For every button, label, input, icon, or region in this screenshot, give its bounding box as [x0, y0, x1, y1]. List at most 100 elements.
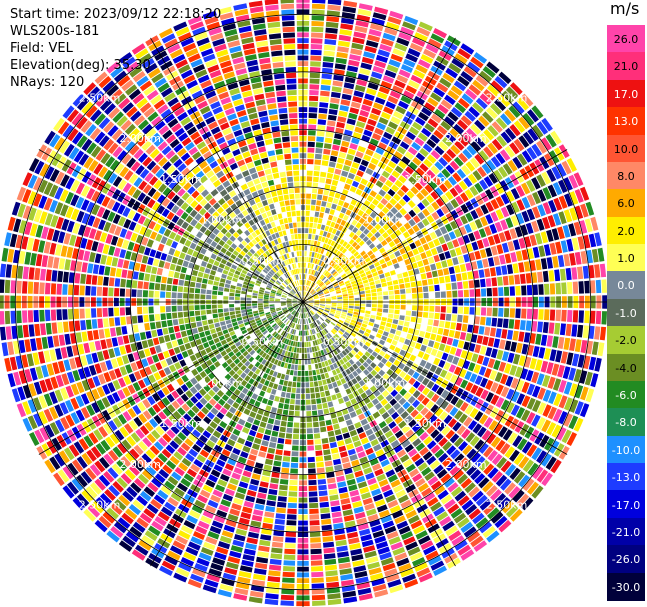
ppi-gate [287, 305, 293, 309]
ppi-gate [378, 385, 386, 393]
ppi-gate [235, 289, 241, 294]
ppi-gate [194, 383, 202, 391]
ppi-gate [494, 372, 503, 383]
ppi-gate [453, 512, 467, 524]
ppi-gate [206, 263, 213, 269]
ppi-gate [330, 412, 337, 419]
ppi-gate [406, 190, 415, 199]
ppi-gate [465, 212, 474, 222]
ppi-gate [470, 209, 479, 220]
ppi-gate [272, 466, 281, 473]
ppi-gate [112, 176, 123, 187]
ppi-gate [355, 254, 362, 260]
ppi-gate [205, 536, 218, 545]
ppi-gate [395, 330, 402, 336]
ppi-gate [358, 379, 366, 387]
ppi-gate [414, 254, 422, 262]
ppi-gate [284, 398, 290, 404]
ppi-gate [126, 486, 138, 498]
ppi-gate [38, 351, 46, 364]
ppi-gate [177, 286, 184, 292]
ppi-gate [380, 484, 391, 493]
ppi-gate [400, 294, 406, 299]
ppi-gate [56, 283, 62, 295]
ppi-gate [555, 241, 563, 254]
ppi-gate [324, 372, 330, 379]
ppi-gate [157, 400, 166, 410]
ppi-gate [326, 273, 332, 279]
ppi-gate [455, 377, 463, 387]
ppi-gate [536, 121, 549, 135]
ppi-gate [455, 247, 462, 256]
ppi-gate [348, 204, 355, 211]
ppi-gate [194, 305, 200, 311]
ppi-gate [319, 96, 330, 103]
ppi-gate [445, 191, 454, 201]
ppi-gate [354, 126, 364, 134]
ppi-gate [408, 79, 420, 90]
ppi-gate [292, 303, 298, 306]
ppi-gate [485, 379, 494, 390]
ppi-gate [292, 303, 298, 305]
ppi-gate [307, 294, 312, 299]
ppi-gate [409, 126, 420, 136]
ppi-gate [491, 453, 503, 466]
ppi-gate [409, 468, 420, 478]
ppi-gate [290, 334, 294, 340]
ppi-gate [318, 260, 323, 266]
ppi-gate [280, 302, 286, 304]
ppi-gate [253, 345, 260, 352]
ppi-gate [308, 268, 311, 274]
ppi-gate [426, 455, 437, 466]
ppi-gate [132, 521, 146, 533]
ppi-gate [240, 475, 250, 483]
ppi-gate [433, 319, 439, 327]
ppi-gate [301, 307, 303, 313]
ppi-gate [456, 168, 467, 179]
ppi-gate [325, 21, 339, 28]
ppi-gate [289, 404, 295, 411]
ppi-gate [308, 297, 313, 300]
ppi-gate [339, 282, 345, 287]
ppi-gate [307, 141, 315, 148]
ppi-gate [231, 334, 238, 340]
ppi-gate [288, 315, 293, 320]
ppi-gate [166, 393, 175, 403]
ppi-gate [547, 215, 556, 228]
ppi-gate [265, 505, 276, 513]
ppi-gate [322, 367, 328, 373]
ppi-gate [334, 192, 341, 199]
ppi-gate [356, 170, 364, 178]
ppi-gate [306, 176, 313, 182]
ppi-gate [232, 381, 240, 388]
ppi-gate [293, 311, 297, 316]
ppi-gate [521, 395, 531, 408]
ppi-gate [125, 230, 133, 240]
ppi-gate [385, 202, 394, 210]
ppi-gate [313, 165, 321, 171]
ppi-gate [321, 236, 326, 243]
ppi-gate [152, 258, 160, 267]
ppi-gate [287, 306, 293, 309]
ppi-gate [206, 335, 213, 341]
ppi-gate [284, 548, 296, 555]
ppi-gate [360, 326, 366, 332]
ppi-gate [335, 127, 344, 134]
ppi-gate [492, 307, 498, 317]
ppi-gate [291, 387, 296, 393]
ppi-gate [357, 350, 364, 357]
ppi-gate [338, 445, 347, 453]
ppi-gate [263, 434, 271, 441]
ppi-gate [393, 151, 403, 160]
ppi-gate [319, 496, 329, 502]
ppi-gate [562, 224, 571, 238]
ppi-gate [329, 260, 334, 266]
ppi-gate [139, 425, 150, 436]
ppi-gate [325, 347, 330, 354]
ppi-gate [349, 277, 356, 282]
ppi-gate [144, 530, 158, 542]
ppi-gate [33, 282, 39, 294]
ppi-gate [357, 318, 363, 323]
ppi-gate [450, 220, 458, 230]
ppi-gate [310, 205, 316, 211]
